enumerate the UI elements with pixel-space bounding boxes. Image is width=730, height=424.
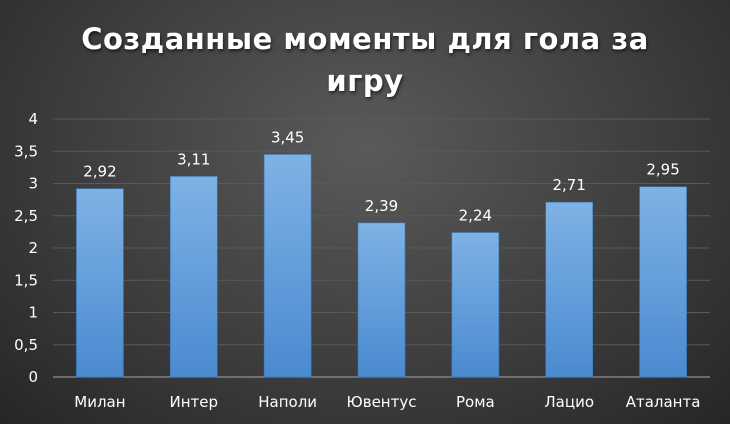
bar-5	[451, 232, 500, 378]
y-tick-label: 2,5	[14, 207, 38, 225]
bar-3	[263, 154, 312, 378]
data-label: 3,11	[177, 150, 210, 168]
category-label: Лацио	[544, 393, 594, 411]
category-label: Интер	[170, 393, 219, 411]
chart-title: Созданные моменты для гола за игру	[81, 22, 649, 98]
bar-7	[639, 186, 687, 378]
data-label: 2,24	[459, 207, 492, 225]
y-tick-label: 3	[28, 175, 38, 193]
data-label: 2,95	[646, 161, 679, 179]
category-label: Ювентус	[347, 393, 417, 411]
category-label: Аталанта	[626, 393, 701, 411]
bar-6	[545, 201, 594, 378]
data-label: 2,92	[83, 163, 116, 181]
y-tick-label: 4	[28, 110, 38, 128]
bar-1	[76, 188, 124, 378]
category-label: Рома	[456, 393, 495, 411]
category-label: Милан	[74, 393, 125, 411]
data-label: 2,71	[553, 176, 586, 194]
y-tick-label: 1,5	[14, 271, 38, 289]
y-tick-label: 0	[28, 368, 38, 386]
category-label: Наполи	[258, 393, 317, 411]
bar-4	[357, 222, 406, 378]
y-tick-label: 3,5	[14, 142, 38, 160]
bar-2	[169, 176, 218, 378]
y-tick-label: 1	[28, 304, 38, 322]
data-label: 2,39	[365, 197, 398, 215]
y-tick-label: 2	[28, 239, 38, 257]
data-label: 3,45	[271, 128, 304, 146]
y-tick-label: 0,5	[14, 336, 38, 354]
